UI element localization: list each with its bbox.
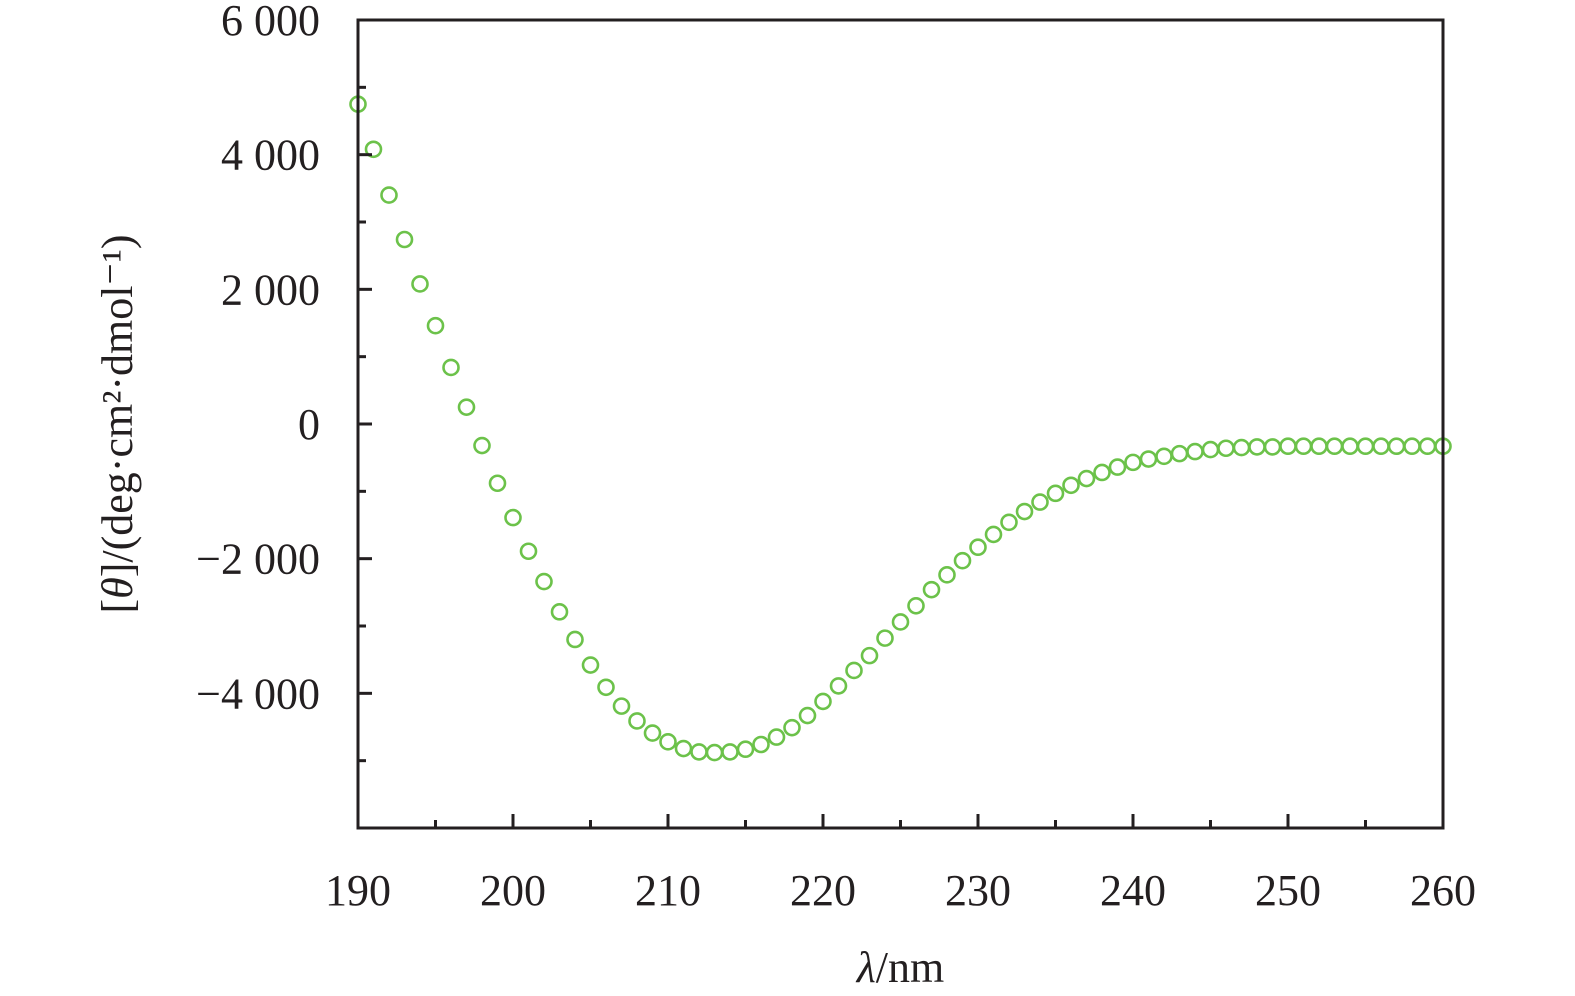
x-tick-label: 210 [635, 866, 701, 915]
data-point [1418, 437, 1437, 456]
data-point [1031, 493, 1049, 511]
data-point [519, 542, 538, 561]
data-point [829, 677, 848, 695]
data-point [674, 739, 693, 758]
data-point [891, 613, 910, 631]
x-tick-label: 240 [1100, 866, 1166, 915]
data-point [597, 678, 615, 697]
data-point [752, 735, 770, 754]
data-point [938, 566, 956, 584]
data-point [504, 508, 522, 527]
data-point [953, 551, 972, 570]
data-point [1387, 437, 1406, 456]
data-point [1341, 437, 1359, 456]
x-tick-label: 200 [480, 866, 546, 915]
data-point [845, 661, 863, 680]
y-axis-open-bracket: [ [93, 599, 142, 614]
data-point [1403, 437, 1421, 456]
data-point [767, 728, 786, 746]
data-point [535, 572, 553, 591]
data-point [380, 186, 398, 204]
data-point [1201, 440, 1220, 459]
data-point [736, 740, 755, 759]
data-point [457, 398, 476, 416]
data-point [566, 630, 584, 649]
data-point [1248, 438, 1266, 456]
x-tick-label: 250 [1255, 866, 1321, 915]
data-point [1294, 437, 1313, 456]
data-point [1310, 437, 1328, 456]
data-point [1062, 476, 1080, 495]
data-point [1015, 502, 1034, 521]
data-point [1170, 444, 1189, 463]
data-point [643, 724, 662, 742]
x-axis-title: λ/nm [855, 943, 945, 992]
data-point [922, 580, 941, 599]
data-point [876, 629, 894, 647]
data-point [690, 743, 708, 761]
data-point [1232, 438, 1251, 457]
data-point [1325, 437, 1344, 456]
data-point [1046, 484, 1065, 503]
data-point [860, 646, 879, 665]
data-point [1108, 458, 1127, 476]
data-point [1186, 442, 1204, 461]
data-point [550, 603, 569, 621]
data-point [1093, 463, 1111, 482]
data-point [1356, 437, 1375, 456]
data-point [488, 474, 507, 493]
plot-frame [356, 18, 1445, 830]
y-tick-label: −2 000 [196, 535, 320, 584]
data-point [1124, 453, 1142, 472]
x-tick-label: 190 [325, 866, 391, 915]
data-point [1279, 437, 1297, 456]
y-tick-label: 0 [298, 400, 320, 449]
data-point [628, 712, 646, 730]
data-point [411, 275, 429, 293]
data-point [969, 538, 987, 557]
data-point [612, 697, 631, 715]
x-axis-ticks: 190 200 210 220 230 240 250 260 [325, 814, 1476, 915]
data-point [426, 316, 445, 335]
data-point [705, 743, 724, 762]
data-point [1217, 439, 1235, 458]
data-point [1263, 438, 1282, 456]
data-point [721, 743, 739, 761]
data-point [984, 525, 1003, 544]
x-axis-symbol: λ [855, 943, 876, 992]
y-tick-label: 4 000 [221, 131, 320, 180]
x-tick-label: 230 [945, 866, 1011, 915]
data-points [349, 95, 1452, 762]
data-point [783, 718, 801, 737]
data-point [395, 230, 414, 249]
data-point [659, 733, 677, 751]
data-point [1000, 513, 1018, 532]
y-axis-symbol: θ [93, 577, 142, 599]
data-point [1077, 469, 1096, 488]
data-point [581, 656, 600, 674]
y-tick-label: 6 000 [221, 0, 320, 45]
data-point [1372, 437, 1390, 456]
y-tick-label: 2 000 [221, 265, 320, 314]
x-tick-label: 220 [790, 866, 856, 915]
x-axis-unit: /nm [876, 943, 944, 992]
data-point [907, 596, 925, 615]
data-point [798, 706, 817, 725]
data-point [1139, 450, 1158, 468]
data-point [442, 358, 460, 377]
y-axis-ticks: 6 000 4 000 2 000 0 −2 000 −4 000 [196, 0, 372, 830]
y-axis-title: [θ]/(deg·cm²·dmol⁻¹) [93, 234, 142, 613]
data-point [1155, 447, 1173, 466]
data-point [364, 140, 383, 159]
y-axis-unit: ]/(deg·cm²·dmol⁻¹) [93, 234, 142, 577]
x-tick-label: 260 [1410, 866, 1476, 915]
y-tick-label: −4 000 [196, 669, 320, 718]
data-point [814, 692, 832, 711]
data-point [473, 436, 491, 455]
